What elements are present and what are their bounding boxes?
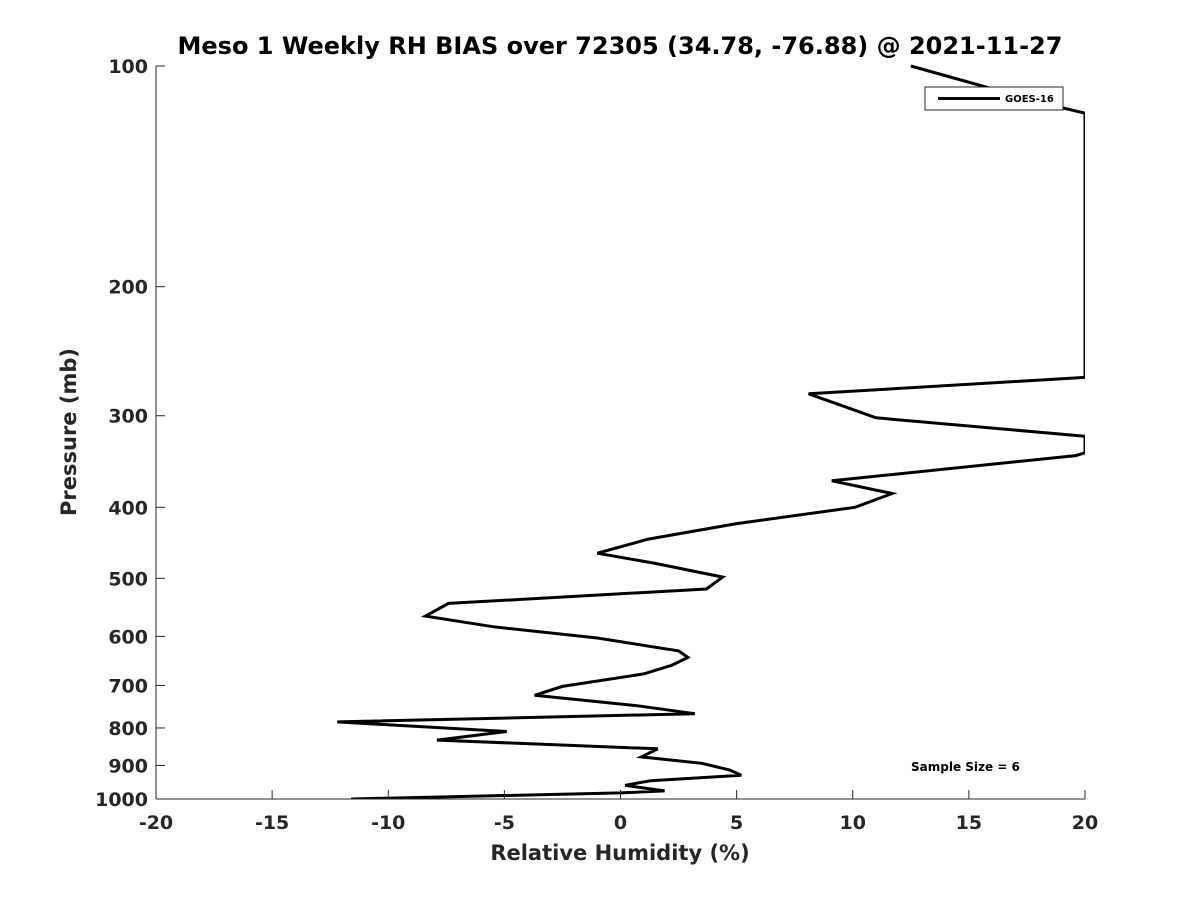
y-axis-label: Pressure (mb): [57, 348, 81, 516]
y-tick-label: 1000: [95, 789, 148, 811]
x-ticks: -20 -15 -10 -5 0 5 10 15 20: [139, 790, 1098, 834]
plot-background: [156, 66, 1085, 799]
y-tick-label: 400: [108, 497, 148, 519]
x-tick-label: 20: [1072, 812, 1098, 834]
y-tick-label: 800: [108, 718, 148, 740]
x-tick-label: -5: [494, 812, 515, 834]
x-tick-label: -20: [139, 812, 173, 834]
x-tick-label: -15: [255, 812, 289, 834]
y-tick-label: 500: [108, 568, 148, 590]
x-tick-label: -10: [371, 812, 405, 834]
x-tick-label: 0: [614, 812, 627, 834]
y-tick-label: 600: [108, 626, 148, 648]
legend: GOES-16: [924, 86, 1064, 111]
x-axis-label: Relative Humidity (%): [490, 841, 749, 865]
y-tick-label: 200: [108, 277, 148, 299]
series-line-goes-16: [337, 64, 1085, 799]
y-tick-label: 700: [108, 675, 148, 697]
y-tick-label: 100: [108, 56, 148, 78]
y-ticks: 100 200 300 400 500 600 700 800 900 1000: [95, 56, 165, 811]
chart-title: Meso 1 Weekly RH BIAS over 72305 (34.78,…: [178, 32, 1063, 60]
x-tick-label: 5: [730, 812, 743, 834]
y-tick-label: 900: [108, 755, 148, 777]
series-layer: [337, 64, 1085, 799]
y-tick-label: 300: [108, 406, 148, 428]
x-tick-label: 15: [956, 812, 982, 834]
sample-size-annotation: Sample Size = 6: [911, 760, 1020, 774]
legend-label-goes-16: GOES-16: [1005, 94, 1054, 105]
x-tick-label: 10: [840, 812, 866, 834]
